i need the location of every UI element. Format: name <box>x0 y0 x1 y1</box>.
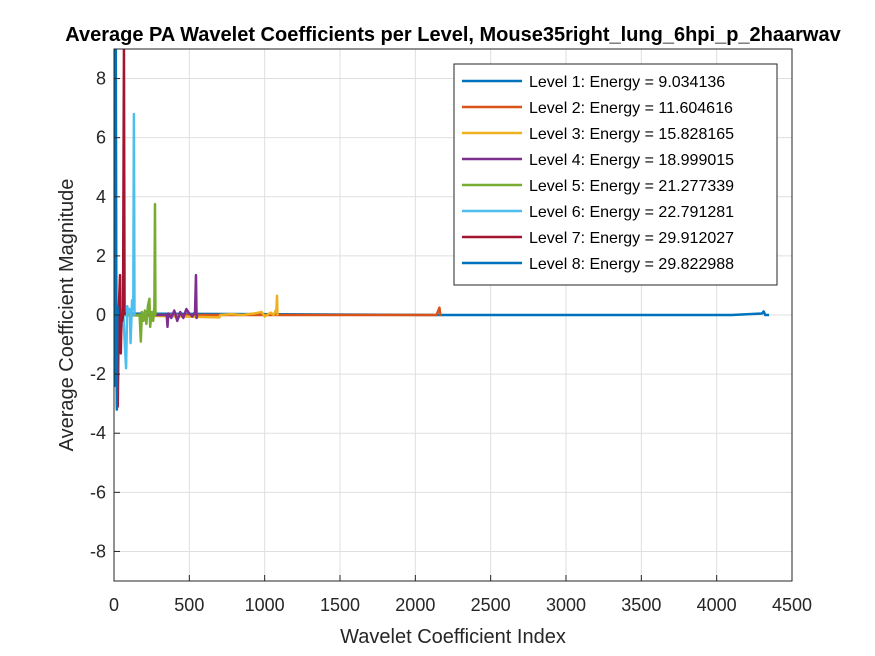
y-tick-label: -4 <box>90 423 106 443</box>
y-tick-label: -8 <box>90 541 106 561</box>
x-tick-label: 2000 <box>395 595 435 615</box>
x-tick-label: 500 <box>174 595 204 615</box>
x-tick-label: 4500 <box>772 595 812 615</box>
series-line-level-4 <box>114 273 199 329</box>
x-tick-label: 1000 <box>245 595 285 615</box>
y-tick-label: 2 <box>96 246 106 266</box>
x-axis-label: Wavelet Coefficient Index <box>340 626 566 648</box>
series-layer <box>114 49 770 411</box>
x-tick-label: 4000 <box>697 595 737 615</box>
legend-label-level-6: Level 6: Energy = 22.791281 <box>529 204 734 221</box>
y-tick-label: -6 <box>90 482 106 502</box>
series-line-level-3 <box>114 294 279 319</box>
x-axis-ticks: 0 500 1000 1500 2000 2500 3000 3500 4000 4500 <box>109 575 812 615</box>
legend-label-level-7: Level 7: Energy = 29.912027 <box>529 230 734 247</box>
y-axis-label: Average Coefficient Magnitude <box>56 179 78 452</box>
legend-label-level-5: Level 5: Energy = 21.277339 <box>529 178 734 195</box>
series-line-level-2 <box>114 306 442 317</box>
legend: Level 1: Energy = 9.034136 Level 2: Energ… <box>453 63 778 286</box>
y-axis-ticks: -8 -6 -4 -2 0 2 4 6 8 <box>90 69 120 561</box>
x-tick-label: 0 <box>109 595 119 615</box>
y-tick-label: 4 <box>96 187 106 207</box>
y-tick-label: 0 <box>96 305 106 325</box>
legend-label-level-4: Level 4: Energy = 18.999015 <box>529 152 734 169</box>
series-line-level-5 <box>114 202 157 343</box>
x-tick-label: 1500 <box>320 595 360 615</box>
x-tick-label: 2500 <box>471 595 511 615</box>
legend-label-level-3: Level 3: Energy = 15.828165 <box>529 126 734 143</box>
legend-box <box>453 63 778 286</box>
series-line-level-1 <box>114 310 770 317</box>
x-tick-label: 3000 <box>546 595 586 615</box>
chart-title: Average PA Wavelet Coefficients per Leve… <box>65 24 841 46</box>
legend-label-level-1: Level 1: Energy = 9.034136 <box>529 74 725 91</box>
y-tick-label: 8 <box>96 69 106 89</box>
y-tick-label: -2 <box>90 364 106 384</box>
x-tick-label: 3500 <box>621 595 661 615</box>
legend-label-level-8: Level 8: Energy = 29.822988 <box>529 256 734 273</box>
legend-label-level-2: Level 2: Energy = 11.604616 <box>529 100 733 117</box>
y-tick-label: 6 <box>96 128 106 148</box>
